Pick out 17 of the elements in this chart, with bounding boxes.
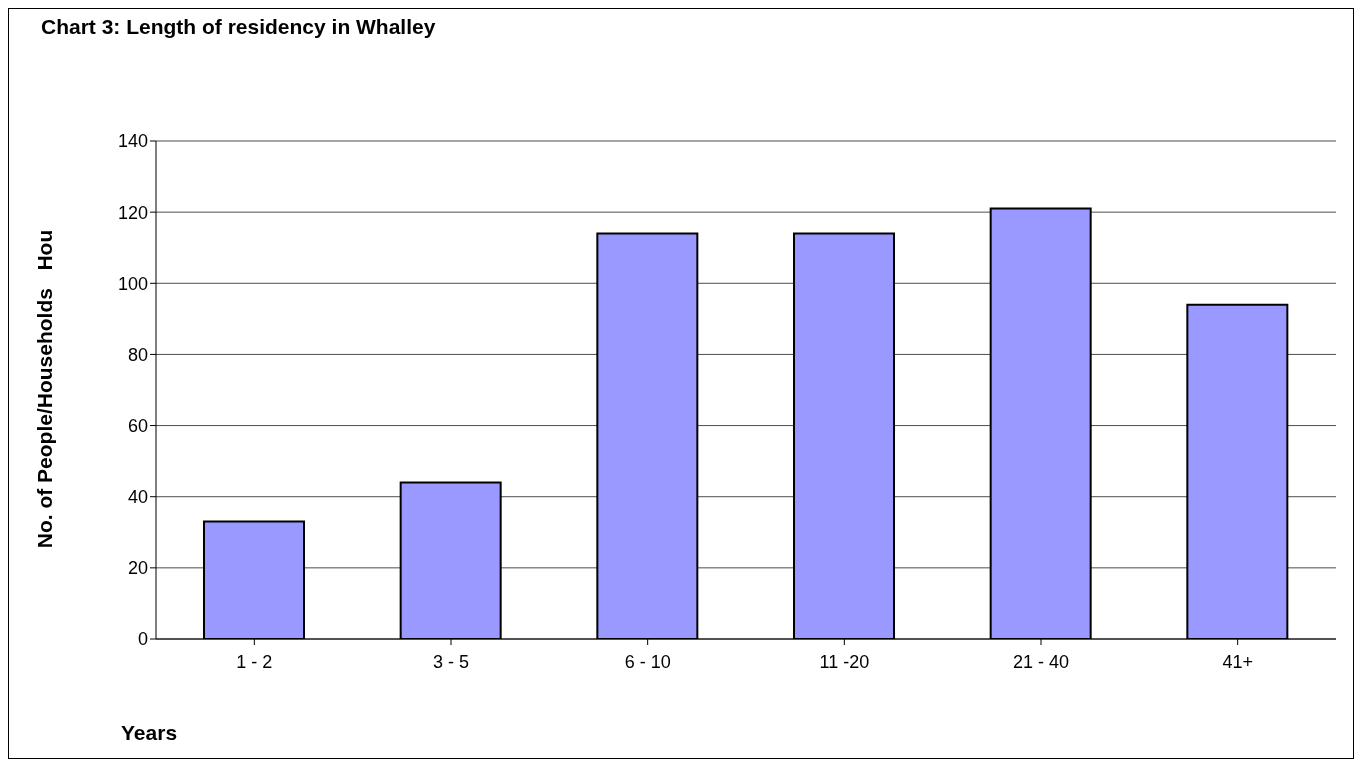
x-tick-label: 21 - 40 xyxy=(1012,651,1070,672)
y-tick-label: 20 xyxy=(127,558,148,579)
y-tick-label: 80 xyxy=(127,344,148,365)
y-tick-label: 140 xyxy=(117,131,148,152)
y-tick-label: 60 xyxy=(127,415,148,436)
y-axis-title: No. of People/Households Hou xyxy=(33,229,57,549)
x-tick-label: 41+ xyxy=(1222,651,1253,672)
y-tick-label: 40 xyxy=(127,487,148,508)
x-tick-label: 11 -20 xyxy=(819,651,870,672)
y-tick-label: 100 xyxy=(117,273,148,294)
x-tick-label: 6 - 10 xyxy=(624,651,671,672)
chart-title: Chart 3: Length of residency in Whalley xyxy=(41,15,436,39)
x-tick-label: 3 - 5 xyxy=(432,651,470,672)
y-tick-label: 0 xyxy=(137,629,148,650)
y-tick-label: 120 xyxy=(117,202,148,223)
x-tick-label: 1 - 2 xyxy=(236,651,273,672)
x-axis-title: Years xyxy=(121,721,178,745)
